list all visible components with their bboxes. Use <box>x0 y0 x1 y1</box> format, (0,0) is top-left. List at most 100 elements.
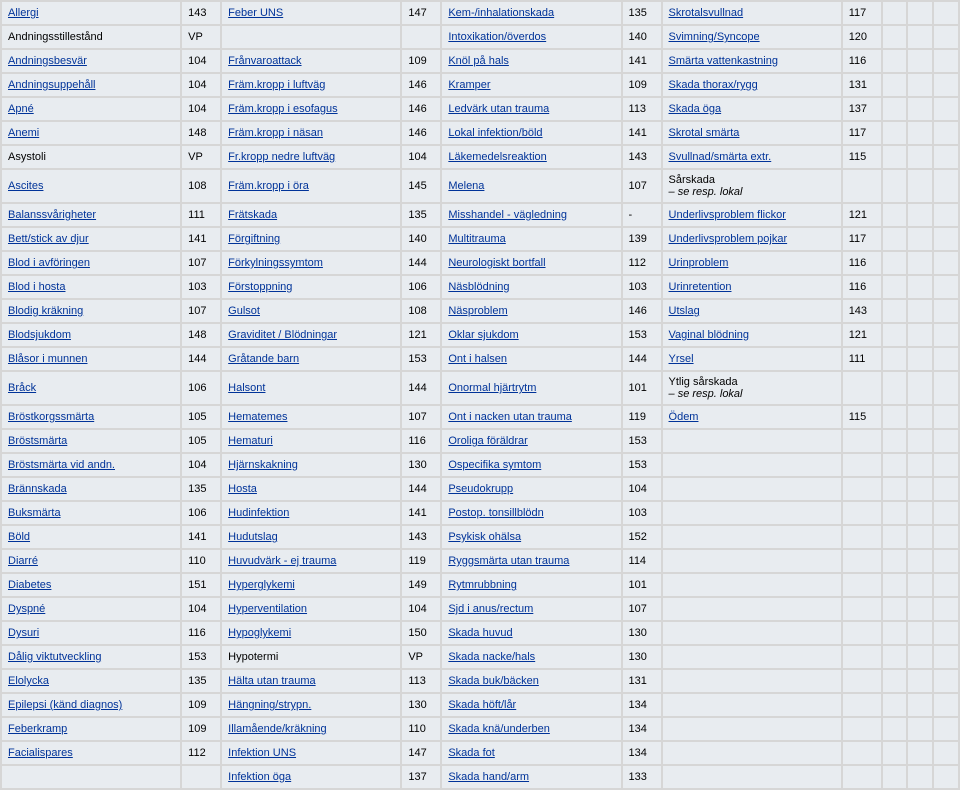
symptom-link[interactable]: Bett/stick av djur <box>8 233 89 245</box>
symptom-link[interactable]: Hälta utan trauma <box>228 675 315 687</box>
symptom-link[interactable]: Neurologiskt bortfall <box>448 257 545 269</box>
symptom-label[interactable]: Ospecifika symtom <box>442 454 620 476</box>
symptom-link[interactable]: Skada höft/lår <box>448 699 516 711</box>
symptom-label[interactable]: Skada nacke/hals <box>442 646 620 668</box>
symptom-label[interactable]: Multitrauma <box>442 228 620 250</box>
symptom-link[interactable]: Dysuri <box>8 627 39 639</box>
symptom-label[interactable]: Bråck <box>2 372 180 404</box>
symptom-link[interactable]: Gulsot <box>228 305 260 317</box>
symptom-label[interactable]: Förstoppning <box>222 276 400 298</box>
symptom-link[interactable]: Främ.kropp i näsan <box>228 127 323 139</box>
symptom-label[interactable]: Blåsor i munnen <box>2 348 180 370</box>
symptom-label[interactable]: Oroliga föräldrar <box>442 430 620 452</box>
symptom-label[interactable]: Främ.kropp i luftväg <box>222 74 400 96</box>
symptom-link[interactable]: Ödem <box>669 411 699 423</box>
symptom-label[interactable]: Smärta vattenkastning <box>663 50 841 72</box>
symptom-label[interactable]: Lokal infektion/böld <box>442 122 620 144</box>
symptom-label[interactable]: Kramper <box>442 74 620 96</box>
symptom-link[interactable]: Skada thorax/rygg <box>669 79 758 91</box>
symptom-label[interactable]: Förkylningssymtom <box>222 252 400 274</box>
symptom-link[interactable]: Lokal infektion/böld <box>448 127 542 139</box>
symptom-label[interactable]: Skada fot <box>442 742 620 764</box>
symptom-link[interactable]: Hudinfektion <box>228 507 289 519</box>
symptom-link[interactable]: Ont i halsen <box>448 353 507 365</box>
symptom-label[interactable]: Bett/stick av djur <box>2 228 180 250</box>
symptom-link[interactable]: Blodsjukdom <box>8 329 71 341</box>
symptom-label[interactable]: Illamående/kräkning <box>222 718 400 740</box>
symptom-link[interactable]: Bröstkorgssmärta <box>8 411 94 423</box>
symptom-label[interactable]: Huvudvärk - ej trauma <box>222 550 400 572</box>
symptom-label[interactable]: Feberkramp <box>2 718 180 740</box>
symptom-label[interactable]: Näsproblem <box>442 300 620 322</box>
symptom-label[interactable]: Halsont <box>222 372 400 404</box>
symptom-link[interactable]: Elolycka <box>8 675 49 687</box>
symptom-link[interactable]: Hematemes <box>228 411 287 423</box>
symptom-link[interactable]: Knöl på hals <box>448 55 509 67</box>
symptom-label[interactable]: Blodsjukdom <box>2 324 180 346</box>
symptom-link[interactable]: Facialispares <box>8 747 73 759</box>
symptom-label[interactable]: Skrotalsvullnad <box>663 2 841 24</box>
symptom-link[interactable]: Förstoppning <box>228 281 292 293</box>
symptom-link[interactable]: Blodig kräkning <box>8 305 83 317</box>
symptom-label[interactable]: Skada höft/lår <box>442 694 620 716</box>
symptom-label[interactable]: Ascites <box>2 170 180 202</box>
symptom-link[interactable]: Skada buk/bäcken <box>448 675 539 687</box>
symptom-link[interactable]: Blåsor i munnen <box>8 353 88 365</box>
symptom-link[interactable]: Intoxikation/överdos <box>448 31 546 43</box>
symptom-label[interactable]: Böld <box>2 526 180 548</box>
symptom-link[interactable]: Sjd i anus/rectum <box>448 603 533 615</box>
symptom-label[interactable]: Skada öga <box>663 98 841 120</box>
symptom-label[interactable]: Blodig kräkning <box>2 300 180 322</box>
symptom-label[interactable]: Bröstsmärta vid andn. <box>2 454 180 476</box>
symptom-link[interactable]: Fr.kropp nedre luftväg <box>228 151 335 163</box>
symptom-link[interactable]: Skrotalsvullnad <box>669 7 744 19</box>
symptom-label[interactable]: Läkemedelsreaktion <box>442 146 620 168</box>
symptom-link[interactable]: Halsont <box>228 382 265 394</box>
symptom-link[interactable]: Skada knä/underben <box>448 723 550 735</box>
symptom-link[interactable]: Feber UNS <box>228 7 283 19</box>
symptom-label[interactable]: Dålig viktutveckling <box>2 646 180 668</box>
symptom-label[interactable]: Sjd i anus/rectum <box>442 598 620 620</box>
symptom-label[interactable]: Psykisk ohälsa <box>442 526 620 548</box>
symptom-link[interactable]: Skrotal smärta <box>669 127 740 139</box>
symptom-link[interactable]: Hematuri <box>228 435 273 447</box>
symptom-label[interactable]: Facialispares <box>2 742 180 764</box>
symptom-link[interactable]: Anemi <box>8 127 39 139</box>
symptom-link[interactable]: Underlivsproblem pojkar <box>669 233 788 245</box>
symptom-label[interactable]: Brännskada <box>2 478 180 500</box>
symptom-label[interactable]: Anemi <box>2 122 180 144</box>
symptom-label[interactable]: Diarré <box>2 550 180 572</box>
symptom-label[interactable]: Frånvaroattack <box>222 50 400 72</box>
symptom-link[interactable]: Allergi <box>8 7 39 19</box>
symptom-label[interactable]: Förgiftning <box>222 228 400 250</box>
symptom-label[interactable]: Ledvärk utan trauma <box>442 98 620 120</box>
symptom-link[interactable]: Huvudvärk - ej trauma <box>228 555 336 567</box>
symptom-label[interactable]: Hyperglykemi <box>222 574 400 596</box>
symptom-label[interactable]: Underlivsproblem flickor <box>663 204 841 226</box>
symptom-label[interactable]: Infektion UNS <box>222 742 400 764</box>
symptom-label[interactable]: Knöl på hals <box>442 50 620 72</box>
symptom-link[interactable]: Dyspné <box>8 603 45 615</box>
symptom-label[interactable]: Gulsot <box>222 300 400 322</box>
symptom-label[interactable]: Fr.kropp nedre luftväg <box>222 146 400 168</box>
symptom-label[interactable]: Hosta <box>222 478 400 500</box>
symptom-label[interactable]: Hyperventilation <box>222 598 400 620</box>
symptom-label[interactable]: Hudutslag <box>222 526 400 548</box>
symptom-label[interactable]: Kem-/inhalationskada <box>442 2 620 24</box>
symptom-link[interactable]: Skada öga <box>669 103 722 115</box>
symptom-label[interactable]: Svimning/Syncope <box>663 26 841 48</box>
symptom-label[interactable]: Infektion öga <box>222 766 400 788</box>
symptom-label[interactable]: Ont i halsen <box>442 348 620 370</box>
symptom-link[interactable]: Andningsuppehåll <box>8 79 95 91</box>
symptom-link[interactable]: Infektion öga <box>228 771 291 783</box>
symptom-link[interactable]: Melena <box>448 180 484 192</box>
symptom-link[interactable]: Svimning/Syncope <box>669 31 760 43</box>
symptom-label[interactable]: Blod i avföringen <box>2 252 180 274</box>
symptom-link[interactable]: Förkylningssymtom <box>228 257 323 269</box>
symptom-link[interactable]: Hypoglykemi <box>228 627 291 639</box>
symptom-link[interactable]: Blod i hosta <box>8 281 65 293</box>
symptom-label[interactable]: Diabetes <box>2 574 180 596</box>
symptom-link[interactable]: Dålig viktutveckling <box>8 651 102 663</box>
symptom-link[interactable]: Ledvärk utan trauma <box>448 103 549 115</box>
symptom-label[interactable]: Utslag <box>663 300 841 322</box>
